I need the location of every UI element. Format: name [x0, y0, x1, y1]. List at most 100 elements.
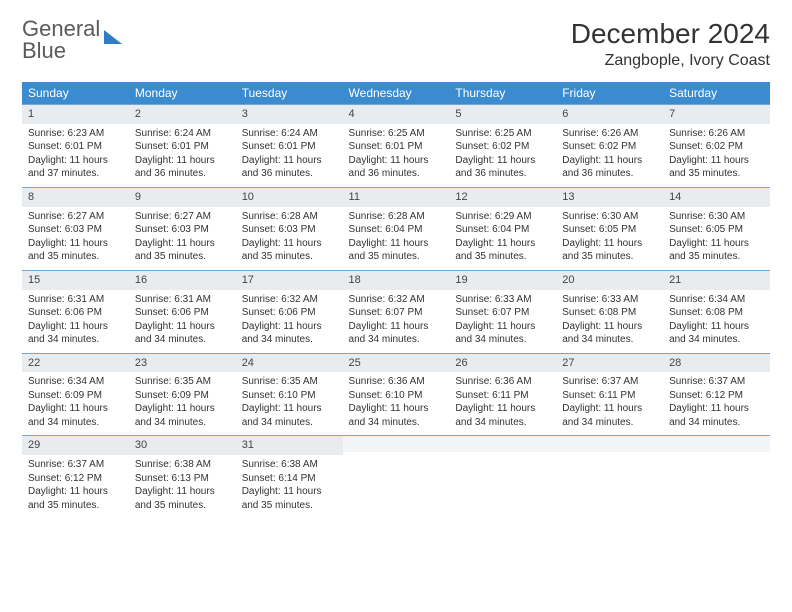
- sunset-line: Sunset: 6:01 PM: [349, 140, 444, 154]
- daylight-line: Daylight: 11 hours and 35 minutes.: [135, 237, 230, 264]
- weekday-header: Tuesday: [236, 82, 343, 105]
- sunset-line: Sunset: 6:06 PM: [28, 306, 123, 320]
- sunrise-line: Sunrise: 6:33 AM: [562, 293, 657, 307]
- daylight-line: Daylight: 11 hours and 34 minutes.: [242, 320, 337, 347]
- day-body: Sunrise: 6:33 AMSunset: 6:07 PMDaylight:…: [449, 290, 556, 353]
- day-number: 4: [343, 105, 450, 124]
- daylight-line: Daylight: 11 hours and 35 minutes.: [562, 237, 657, 264]
- day-body: Sunrise: 6:26 AMSunset: 6:02 PMDaylight:…: [556, 124, 663, 187]
- sunrise-line: Sunrise: 6:37 AM: [28, 458, 123, 472]
- sunrise-line: Sunrise: 6:24 AM: [135, 127, 230, 141]
- day-number-empty: [663, 436, 770, 452]
- sunrise-line: Sunrise: 6:28 AM: [349, 210, 444, 224]
- sunset-line: Sunset: 6:01 PM: [28, 140, 123, 154]
- daylight-line: Daylight: 11 hours and 35 minutes.: [455, 237, 550, 264]
- day-body-empty: [663, 452, 770, 492]
- daylight-line: Daylight: 11 hours and 35 minutes.: [349, 237, 444, 264]
- day-body: Sunrise: 6:37 AMSunset: 6:12 PMDaylight:…: [663, 372, 770, 435]
- sunrise-line: Sunrise: 6:23 AM: [28, 127, 123, 141]
- daylight-line: Daylight: 11 hours and 36 minutes.: [562, 154, 657, 181]
- day-number: 6: [556, 105, 663, 124]
- day-number: 3: [236, 105, 343, 124]
- calendar-cell: 17Sunrise: 6:32 AMSunset: 6:06 PMDayligh…: [236, 270, 343, 353]
- sunset-line: Sunset: 6:12 PM: [669, 389, 764, 403]
- calendar-cell: 19Sunrise: 6:33 AMSunset: 6:07 PMDayligh…: [449, 270, 556, 353]
- sunset-line: Sunset: 6:06 PM: [135, 306, 230, 320]
- day-number: 16: [129, 271, 236, 290]
- sunset-line: Sunset: 6:03 PM: [28, 223, 123, 237]
- daylight-line: Daylight: 11 hours and 34 minutes.: [669, 320, 764, 347]
- day-number-empty: [556, 436, 663, 452]
- sunset-line: Sunset: 6:05 PM: [562, 223, 657, 237]
- calendar-cell: 27Sunrise: 6:37 AMSunset: 6:11 PMDayligh…: [556, 353, 663, 436]
- weekday-header-row: Sunday Monday Tuesday Wednesday Thursday…: [22, 82, 770, 105]
- calendar-cell: 25Sunrise: 6:36 AMSunset: 6:10 PMDayligh…: [343, 353, 450, 436]
- calendar-cell: 6Sunrise: 6:26 AMSunset: 6:02 PMDaylight…: [556, 105, 663, 188]
- calendar-row: 1Sunrise: 6:23 AMSunset: 6:01 PMDaylight…: [22, 105, 770, 188]
- calendar-cell: 28Sunrise: 6:37 AMSunset: 6:12 PMDayligh…: [663, 353, 770, 436]
- daylight-line: Daylight: 11 hours and 35 minutes.: [135, 485, 230, 512]
- calendar-row: 8Sunrise: 6:27 AMSunset: 6:03 PMDaylight…: [22, 187, 770, 270]
- sunset-line: Sunset: 6:11 PM: [455, 389, 550, 403]
- sunrise-line: Sunrise: 6:31 AM: [28, 293, 123, 307]
- day-body: Sunrise: 6:31 AMSunset: 6:06 PMDaylight:…: [129, 290, 236, 353]
- day-body: Sunrise: 6:25 AMSunset: 6:01 PMDaylight:…: [343, 124, 450, 187]
- calendar-cell: 1Sunrise: 6:23 AMSunset: 6:01 PMDaylight…: [22, 105, 129, 188]
- daylight-line: Daylight: 11 hours and 36 minutes.: [455, 154, 550, 181]
- day-body: Sunrise: 6:35 AMSunset: 6:10 PMDaylight:…: [236, 372, 343, 435]
- day-number: 15: [22, 271, 129, 290]
- calendar-cell: 15Sunrise: 6:31 AMSunset: 6:06 PMDayligh…: [22, 270, 129, 353]
- day-body: Sunrise: 6:38 AMSunset: 6:14 PMDaylight:…: [236, 455, 343, 518]
- day-number: 20: [556, 271, 663, 290]
- day-number: 24: [236, 354, 343, 373]
- day-number: 22: [22, 354, 129, 373]
- day-body: Sunrise: 6:29 AMSunset: 6:04 PMDaylight:…: [449, 207, 556, 270]
- sunset-line: Sunset: 6:07 PM: [349, 306, 444, 320]
- daylight-line: Daylight: 11 hours and 34 minutes.: [349, 320, 444, 347]
- day-body: Sunrise: 6:33 AMSunset: 6:08 PMDaylight:…: [556, 290, 663, 353]
- page-title: December 2024: [571, 18, 770, 50]
- sunset-line: Sunset: 6:08 PM: [562, 306, 657, 320]
- weekday-header: Friday: [556, 82, 663, 105]
- day-number-empty: [343, 436, 450, 452]
- logo: General Blue: [22, 18, 122, 62]
- day-number: 2: [129, 105, 236, 124]
- daylight-line: Daylight: 11 hours and 35 minutes.: [242, 485, 337, 512]
- day-body: Sunrise: 6:35 AMSunset: 6:09 PMDaylight:…: [129, 372, 236, 435]
- day-number: 18: [343, 271, 450, 290]
- sunset-line: Sunset: 6:04 PM: [349, 223, 444, 237]
- day-number: 11: [343, 188, 450, 207]
- day-body: Sunrise: 6:37 AMSunset: 6:12 PMDaylight:…: [22, 455, 129, 518]
- day-number: 26: [449, 354, 556, 373]
- day-number: 27: [556, 354, 663, 373]
- sunset-line: Sunset: 6:08 PM: [669, 306, 764, 320]
- sunrise-line: Sunrise: 6:27 AM: [28, 210, 123, 224]
- calendar-cell: 16Sunrise: 6:31 AMSunset: 6:06 PMDayligh…: [129, 270, 236, 353]
- logo-line2: Blue: [22, 40, 100, 62]
- calendar-cell: 10Sunrise: 6:28 AMSunset: 6:03 PMDayligh…: [236, 187, 343, 270]
- day-number: 9: [129, 188, 236, 207]
- day-number: 14: [663, 188, 770, 207]
- calendar-cell: 24Sunrise: 6:35 AMSunset: 6:10 PMDayligh…: [236, 353, 343, 436]
- sunrise-line: Sunrise: 6:36 AM: [349, 375, 444, 389]
- logo-line1: General: [22, 18, 100, 40]
- sunrise-line: Sunrise: 6:25 AM: [455, 127, 550, 141]
- sunset-line: Sunset: 6:04 PM: [455, 223, 550, 237]
- sunrise-line: Sunrise: 6:25 AM: [349, 127, 444, 141]
- calendar-cell: [663, 436, 770, 518]
- day-body: Sunrise: 6:25 AMSunset: 6:02 PMDaylight:…: [449, 124, 556, 187]
- sunset-line: Sunset: 6:07 PM: [455, 306, 550, 320]
- calendar-cell: 31Sunrise: 6:38 AMSunset: 6:14 PMDayligh…: [236, 436, 343, 518]
- day-body: Sunrise: 6:28 AMSunset: 6:03 PMDaylight:…: [236, 207, 343, 270]
- day-body: Sunrise: 6:36 AMSunset: 6:11 PMDaylight:…: [449, 372, 556, 435]
- day-number: 19: [449, 271, 556, 290]
- weekday-header: Thursday: [449, 82, 556, 105]
- day-number: 5: [449, 105, 556, 124]
- sunrise-line: Sunrise: 6:34 AM: [28, 375, 123, 389]
- day-body: Sunrise: 6:30 AMSunset: 6:05 PMDaylight:…: [556, 207, 663, 270]
- sunset-line: Sunset: 6:14 PM: [242, 472, 337, 486]
- daylight-line: Daylight: 11 hours and 34 minutes.: [349, 402, 444, 429]
- sunrise-line: Sunrise: 6:29 AM: [455, 210, 550, 224]
- sunset-line: Sunset: 6:13 PM: [135, 472, 230, 486]
- title-block: December 2024 Zangbople, Ivory Coast: [571, 18, 770, 70]
